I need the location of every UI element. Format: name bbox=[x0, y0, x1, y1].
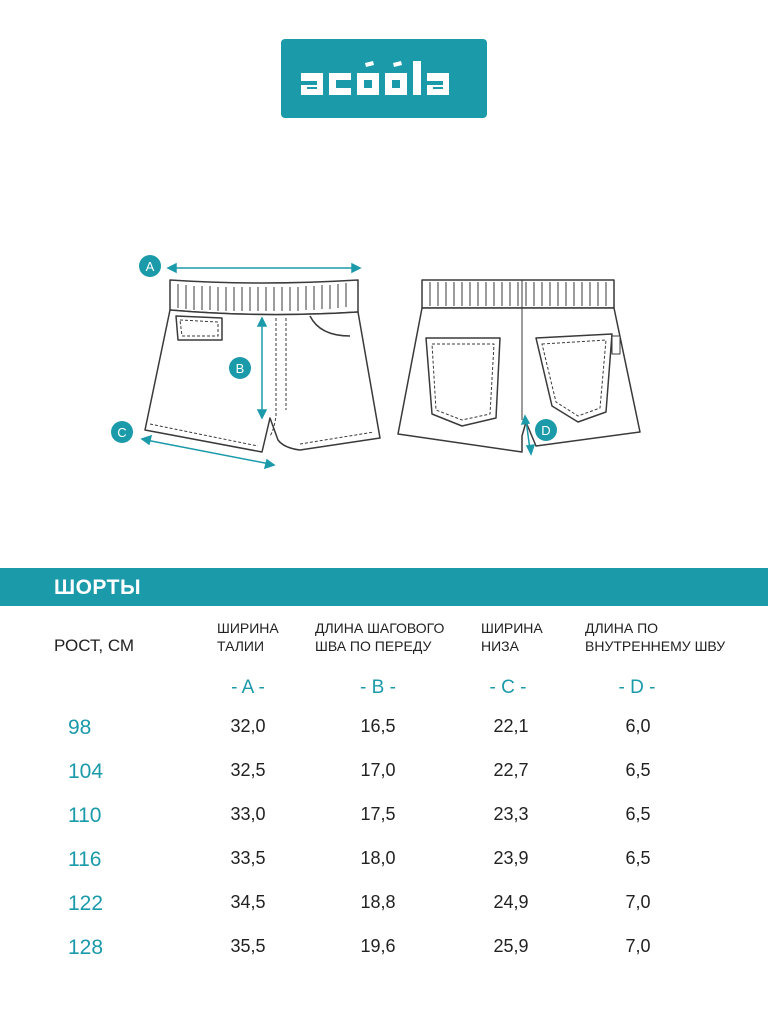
column-letter-b: - B - bbox=[360, 677, 396, 698]
row-value-b: 19,6 bbox=[360, 936, 396, 956]
row-value-d: 6,0 bbox=[625, 716, 651, 736]
column-header-line: ВНУТРЕННЕМУ ШВУ bbox=[585, 638, 726, 654]
marker-a-label: A bbox=[146, 259, 155, 274]
row-value-d: 6,5 bbox=[625, 760, 651, 780]
row-value-b: 16,5 bbox=[360, 716, 396, 736]
row-value-c: 24,9 bbox=[493, 892, 529, 912]
row-value-a: 34,5 bbox=[230, 892, 266, 912]
table-row: 110 33,0 17,5 23,3 6,5 bbox=[0, 804, 768, 834]
row-value-b: 18,8 bbox=[360, 892, 396, 912]
row-value-a: 32,0 bbox=[230, 716, 266, 736]
column-letter-c: - C - bbox=[489, 677, 527, 698]
row-value-a: 35,5 bbox=[230, 936, 266, 956]
marker-c-label: C bbox=[117, 425, 126, 440]
column-header-waist-width: ШИРИНА ТАЛИИ bbox=[217, 619, 279, 655]
row-value-c: 25,9 bbox=[493, 936, 529, 956]
shorts-back-view bbox=[397, 279, 641, 453]
row-value-a: 32,5 bbox=[230, 760, 266, 780]
row-value-c: 23,9 bbox=[493, 848, 529, 868]
brand-logo bbox=[281, 39, 487, 118]
column-header-line: ДЛИНА ШАГОВОГО bbox=[315, 620, 445, 636]
row-value-a: 33,0 bbox=[230, 804, 266, 824]
acoola-logo-icon bbox=[301, 61, 449, 95]
column-header-inseam-length: ДЛИНА ПО ВНУТРЕННЕМУ ШВУ bbox=[585, 619, 725, 655]
row-value-c: 23,3 bbox=[493, 804, 529, 824]
table-row: 116 33,5 18,0 23,9 6,5 bbox=[0, 848, 768, 878]
marker-a: A bbox=[139, 255, 161, 277]
table-title: ШОРТЫ bbox=[54, 576, 142, 599]
row-value-b: 17,0 bbox=[360, 760, 396, 780]
marker-b-label: B bbox=[236, 361, 245, 376]
column-header-line: ШИРИНА bbox=[481, 620, 543, 636]
row-value-c: 22,1 bbox=[493, 716, 529, 736]
column-header-line: ШВА ПО ПЕРЕДУ bbox=[315, 638, 432, 654]
column-header-line: ТАЛИИ bbox=[217, 638, 265, 654]
row-value-b: 17,5 bbox=[360, 804, 396, 824]
row-value-b: 18,0 bbox=[360, 848, 396, 868]
row-size: 104 bbox=[68, 760, 104, 783]
marker-b: B bbox=[229, 357, 251, 379]
column-header-hem-width: ШИРИНА НИЗА bbox=[481, 619, 543, 655]
row-size: 122 bbox=[68, 892, 104, 915]
row-size: 116 bbox=[68, 848, 102, 871]
row-value-d: 6,5 bbox=[625, 804, 651, 824]
table-row: 128 35,5 19,6 25,9 7,0 bbox=[0, 936, 768, 966]
row-value-c: 22,7 bbox=[493, 760, 529, 780]
column-letter-d: - D - bbox=[618, 677, 656, 698]
row-size: 98 bbox=[68, 716, 92, 739]
row-value-d: 7,0 bbox=[625, 892, 651, 912]
marker-c: C bbox=[111, 421, 133, 443]
marker-d-label: D bbox=[541, 423, 550, 438]
column-header-line: ДЛИНА ПО bbox=[585, 620, 659, 636]
column-letter-a: - A - bbox=[231, 677, 265, 698]
table-title-banner: ШОРТЫ bbox=[0, 568, 768, 606]
row-value-d: 7,0 bbox=[625, 936, 651, 956]
shorts-size-diagram: A B C D bbox=[111, 255, 641, 470]
table-row: 98 32,0 16,5 22,1 6,0 bbox=[0, 716, 768, 746]
row-value-a: 33,5 bbox=[230, 848, 266, 868]
row-value-d: 6,5 bbox=[625, 848, 651, 868]
marker-d: D bbox=[535, 419, 557, 441]
column-header-front-rise: ДЛИНА ШАГОВОГО ШВА ПО ПЕРЕДУ bbox=[315, 619, 444, 655]
column-header-line: НИЗА bbox=[481, 638, 519, 654]
column-header-line: ШИРИНА bbox=[217, 620, 279, 636]
height-header: РОСТ, СМ bbox=[54, 636, 135, 655]
table-row: 122 34,5 18,8 24,9 7,0 bbox=[0, 892, 768, 922]
row-size: 128 bbox=[68, 936, 104, 959]
row-size: 110 bbox=[68, 804, 102, 827]
table-row: 104 32,5 17,0 22,7 6,5 bbox=[0, 760, 768, 790]
